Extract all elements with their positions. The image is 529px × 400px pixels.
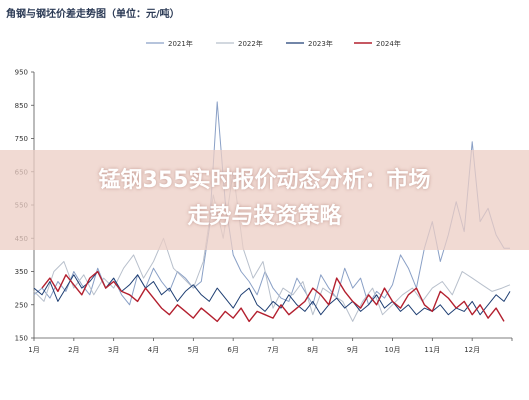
x-tick-label: 10月 xyxy=(385,346,401,354)
y-tick-label: 750 xyxy=(15,135,28,143)
series-line-2023年 xyxy=(33,271,511,316)
legend-label: 2024年 xyxy=(376,39,401,48)
x-tick-label: 11月 xyxy=(424,346,440,354)
chart-title: 角钢与钢坯价差走势图（单位：元/吨） xyxy=(6,9,180,20)
y-tick-label: 150 xyxy=(15,335,28,343)
x-tick-label: 5月 xyxy=(188,346,199,354)
legend-label: 2023年 xyxy=(308,39,333,48)
overlay-headline-line-1: 锰钢355实时报价动态分析：市场 xyxy=(98,168,431,193)
x-tick-label: 12月 xyxy=(464,346,480,354)
y-tick-label: 250 xyxy=(15,301,28,309)
y-tick-label: 950 xyxy=(15,69,28,77)
x-tick-label: 6月 xyxy=(227,346,238,354)
series-line-2024年 xyxy=(41,270,505,323)
x-tick-label: 2月 xyxy=(68,346,79,354)
y-tick-label: 850 xyxy=(15,102,28,110)
overlay-banner xyxy=(0,150,529,250)
legend-label: 2021年 xyxy=(168,39,193,48)
x-tick-label: 8月 xyxy=(307,346,318,354)
legend-label: 2022年 xyxy=(238,39,263,48)
overlay-headline-line-2: 走势与投资策略 xyxy=(187,204,342,229)
x-tick-label: 7月 xyxy=(267,346,278,354)
x-axis: 1月 2月 3月 4月 5月 6月 7月 8月 9月 10月 11月 12月 xyxy=(28,337,513,354)
y-tick-label: 350 xyxy=(15,268,28,276)
x-tick-label: 4月 xyxy=(148,346,159,354)
overlay-headline: 锰钢355实时报价动态分析：市场 走势与投资策略 xyxy=(0,163,529,235)
x-tick-label: 1月 xyxy=(28,346,39,354)
chart-legend: 2021年 2022年 2023年 2024年 xyxy=(146,39,401,48)
series-line-2022年 xyxy=(33,171,511,322)
x-tick-label: 9月 xyxy=(347,346,358,354)
x-tick-label: 3月 xyxy=(108,346,119,354)
